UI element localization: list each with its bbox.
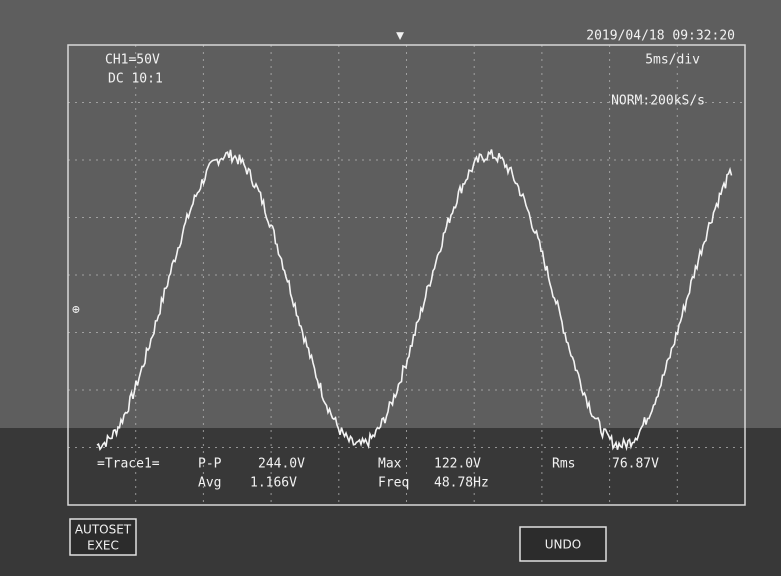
measure-value: 122.0V (434, 457, 481, 472)
button-label[interactable]: AUTOSET (75, 523, 132, 537)
measure-value: 48.78Hz (434, 476, 489, 491)
button-frame[interactable] (519, 526, 607, 562)
measure-label: Freq (378, 476, 409, 491)
timebase: 5ms/div (645, 53, 700, 68)
button-frame[interactable] (69, 518, 137, 556)
undo-button[interactable]: UNDO (519, 526, 607, 562)
trace-title: =Trace1= (97, 457, 160, 472)
graticule-border (67, 44, 746, 506)
autoset-button[interactable]: AUTOSET EXEC (69, 518, 137, 556)
button-label[interactable]: UNDO (545, 538, 581, 552)
datetime: 2019/04/18 09:32:20 (586, 29, 735, 44)
measure-value: 244.0V (258, 457, 305, 472)
measure-value: 1.166V (250, 476, 297, 491)
measure-label: Max (378, 457, 402, 472)
measure-value: 76.87V (612, 457, 659, 472)
measure-label: Avg (198, 476, 221, 491)
channel-scale: CH1=50V (105, 53, 160, 68)
trigger-marker: ▼ (396, 29, 404, 44)
measure-label: P-P (198, 457, 222, 472)
measure-label: Rms (552, 457, 575, 472)
acquisition-mode: NORM:200kS/s (611, 94, 705, 109)
grid (68, 45, 745, 505)
waveform (96, 149, 733, 452)
button-label[interactable]: EXEC (87, 539, 119, 553)
ground-marker: ⊕ (72, 303, 80, 318)
coupling: DC 10:1 (108, 72, 163, 87)
